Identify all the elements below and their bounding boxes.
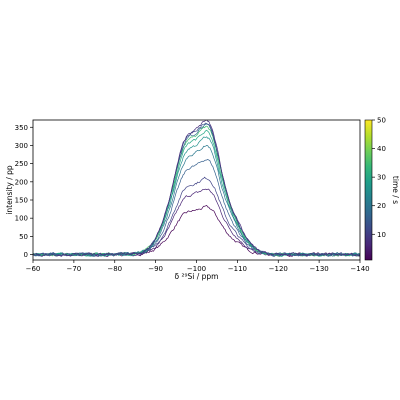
x-tick-label: −110 [228,265,247,273]
series-line [33,158,360,257]
x-tick-label: −60 [26,265,41,273]
series-line [33,188,360,257]
y-tick-label: 200 [15,178,28,186]
y-tick-label: 0 [24,251,28,259]
x-axis-label: δ ²⁹Si / ppm [175,272,219,281]
x-tick-label: −140 [350,265,369,273]
series-line [33,145,360,257]
plot-frame [32,119,361,261]
series-line [33,122,360,257]
series-line [33,136,360,257]
colorbar-tick-label: 40 [377,145,386,153]
x-tick-label: −120 [269,265,288,273]
colorbar-ticks: 10 20 30 40 50 [372,117,386,239]
x-tick-label: −90 [148,265,163,273]
colorbar-tick-label: 50 [377,117,386,125]
x-axis: −60 −70 −80 −90 −100 −110 −120 −130 −140 [26,260,370,273]
colorbar [364,119,373,261]
colorbar-tick-label: 20 [377,202,386,210]
colorbar-label: time / s [391,176,400,204]
x-tick-label: −70 [66,265,81,273]
series-line [33,205,360,257]
x-tick-label: −100 [187,265,206,273]
x-tick-label: −80 [107,265,122,273]
x-tick-label: −130 [310,265,329,273]
series-line [33,129,360,257]
series-layer [33,120,360,257]
colorbar-tick-label: 10 [377,231,386,239]
y-tick-label: 50 [19,233,28,241]
series-line [33,120,360,257]
colorbar-tick-label: 30 [377,174,386,182]
y-tick-label: 250 [15,160,28,168]
y-axis: 0 50 100 150 200 250 300 350 [15,124,33,259]
y-tick-label: 100 [15,215,28,223]
series-line [33,176,360,257]
y-tick-label: 150 [15,197,28,205]
y-tick-label: 300 [15,142,28,150]
y-tick-label: 350 [15,124,28,132]
series-line [33,123,360,257]
y-axis-label: intensity / pp [5,165,14,215]
